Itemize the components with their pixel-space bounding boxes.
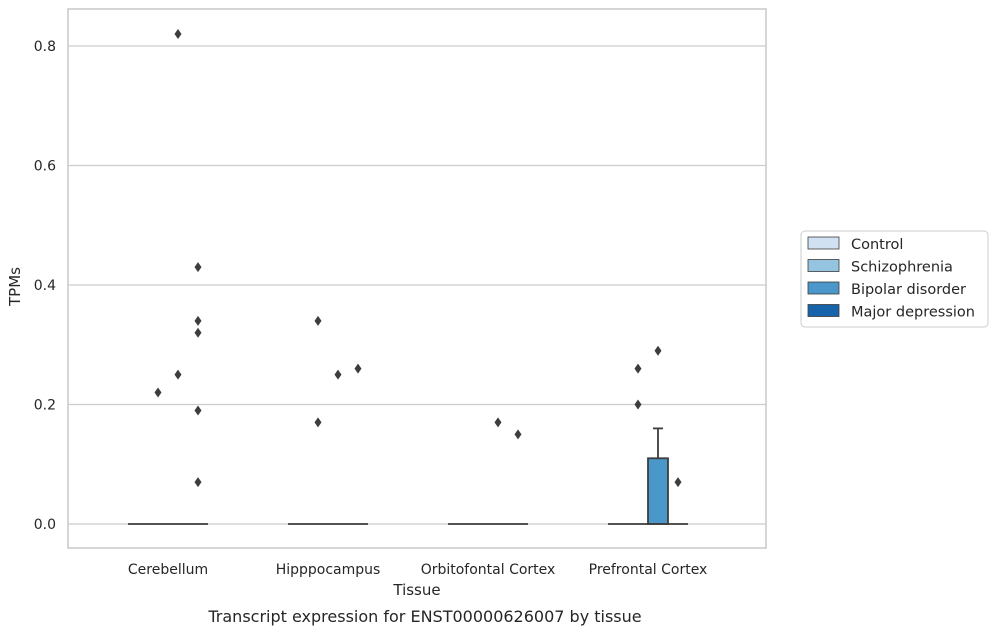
legend-frame — [800, 230, 989, 328]
x-tick-label: Orbitofontal Cortex — [421, 562, 556, 578]
y-tick-label: 0.4 — [34, 278, 56, 294]
plot-frame — [67, 8, 767, 549]
x-tick-label: Hipppocampus — [276, 562, 381, 578]
outlier-point — [334, 369, 342, 380]
outlier-point — [314, 417, 322, 428]
legend-swatch — [807, 304, 840, 317]
legend-swatch — [807, 259, 840, 272]
legend-label: Bipolar disorder — [851, 282, 966, 298]
plot-marks — [128, 29, 688, 525]
grid-lines — [68, 45, 766, 525]
outlier-point — [634, 399, 642, 410]
y-tick-label: 0.2 — [34, 398, 56, 414]
outlier-point — [194, 405, 202, 416]
chart-caption: Transcript expression for ENST0000062600… — [207, 607, 641, 626]
outlier-point — [634, 363, 642, 374]
legend-label: Major depression — [851, 305, 975, 321]
outlier-point — [174, 369, 182, 380]
y-tick-label: 0.0 — [34, 517, 56, 533]
legend-swatch — [807, 236, 840, 250]
x-axis-ticks: Cerebellum Hipppocampus Orbitofontal Corte… — [128, 562, 707, 578]
y-axis-label: TPMs — [6, 267, 24, 307]
legend-label: Schizophrenia — [851, 260, 953, 276]
outlier-point — [674, 477, 682, 488]
outlier-point — [194, 477, 202, 488]
y-axis-ticks: 0.0 0.2 0.4 0.6 0.8 — [34, 39, 56, 533]
x-axis-label: Tissue — [392, 581, 440, 599]
outlier-point — [194, 262, 202, 273]
legend: Control Schizophrenia Bipolar disorder Majo… — [800, 230, 989, 328]
outlier-point — [494, 417, 502, 428]
outlier-point — [354, 363, 362, 374]
outlier-point — [174, 29, 182, 40]
box — [647, 457, 669, 525]
outlier-point — [194, 327, 202, 338]
x-tick-label: Prefrontal Cortex — [589, 562, 708, 578]
legend-label: Control — [851, 237, 903, 253]
outlier-point — [514, 429, 522, 440]
outlier-point — [314, 315, 322, 326]
outlier-point — [154, 387, 162, 398]
legend-swatch — [807, 281, 840, 295]
y-tick-label: 0.8 — [34, 39, 56, 55]
outlier-point — [654, 345, 662, 356]
y-tick-label: 0.6 — [34, 159, 56, 175]
x-tick-label: Cerebellum — [128, 562, 208, 578]
outlier-point — [194, 315, 202, 326]
